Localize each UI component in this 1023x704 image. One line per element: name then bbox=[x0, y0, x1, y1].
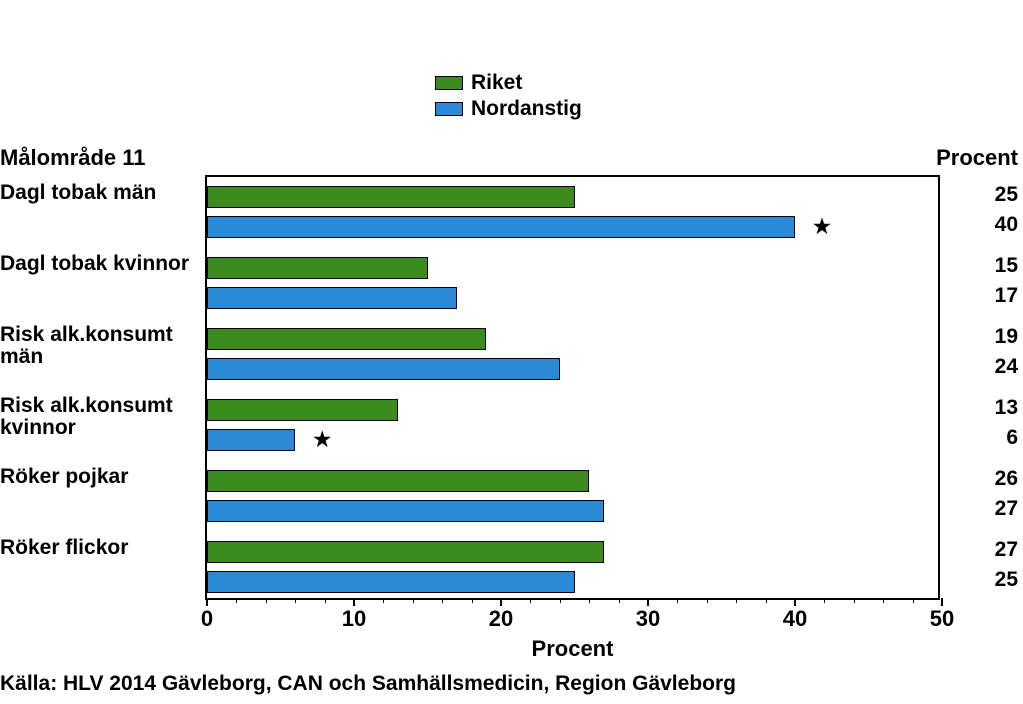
value-label-nordanstig: 17 bbox=[958, 284, 1018, 308]
x-tick-minor bbox=[824, 598, 825, 603]
x-tick-minor bbox=[325, 598, 326, 603]
x-tick-minor bbox=[707, 598, 708, 603]
value-label-nordanstig: 24 bbox=[958, 355, 1018, 379]
x-tick-label: 40 bbox=[783, 606, 807, 632]
x-tick-minor bbox=[442, 598, 443, 603]
x-tick-minor bbox=[677, 598, 678, 603]
significance-star-icon: ★ bbox=[313, 430, 331, 450]
chart-source: Källa: HLV 2014 Gävleborg, CAN och Samhä… bbox=[0, 672, 736, 696]
bar-nordanstig bbox=[207, 500, 604, 522]
bar-nordanstig bbox=[207, 358, 560, 380]
value-label-nordanstig: 25 bbox=[958, 568, 1018, 592]
x-tick-minor bbox=[854, 598, 855, 603]
x-tick-minor bbox=[560, 598, 561, 603]
x-tick-minor bbox=[883, 598, 884, 603]
legend-label-riket: Riket bbox=[471, 71, 522, 95]
x-tick-minor bbox=[736, 598, 737, 603]
bar-nordanstig bbox=[207, 216, 795, 238]
value-label-nordanstig: 27 bbox=[958, 497, 1018, 521]
chart-title-right: Procent bbox=[936, 145, 1018, 171]
bar-nordanstig bbox=[207, 571, 575, 593]
legend-label-nordanstig: Nordanstig bbox=[471, 97, 582, 121]
chart-title-left: Målområde 11 bbox=[0, 145, 146, 171]
category-label: Risk alk.konsumt kvinnor bbox=[0, 395, 195, 439]
bar-nordanstig bbox=[207, 429, 295, 451]
legend-swatch-nordanstig bbox=[435, 102, 463, 116]
x-tick-minor bbox=[913, 598, 914, 603]
x-tick-minor bbox=[530, 598, 531, 603]
x-tick bbox=[353, 598, 355, 606]
x-tick-minor bbox=[413, 598, 414, 603]
legend-item-nordanstig: Nordanstig bbox=[435, 96, 582, 122]
x-tick-minor bbox=[766, 598, 767, 603]
category-label: Röker flickor bbox=[0, 537, 195, 559]
value-label-riket: 27 bbox=[958, 538, 1018, 562]
value-label-riket: 25 bbox=[958, 183, 1018, 207]
x-tick-label: 10 bbox=[342, 606, 366, 632]
category-label: Risk alk.konsumt män bbox=[0, 324, 195, 368]
x-tick-label: 50 bbox=[930, 606, 954, 632]
x-tick bbox=[206, 598, 208, 606]
x-tick-minor bbox=[619, 598, 620, 603]
x-tick-label: 0 bbox=[201, 606, 213, 632]
bar-riket bbox=[207, 186, 575, 208]
category-label: Dagl tobak män bbox=[0, 182, 195, 204]
value-label-riket: 26 bbox=[958, 467, 1018, 491]
x-tick-minor bbox=[589, 598, 590, 603]
x-tick bbox=[941, 598, 943, 606]
plot-area: Procent 01020304050★★ bbox=[205, 175, 940, 600]
x-tick-minor bbox=[383, 598, 384, 603]
category-label: Röker pojkar bbox=[0, 466, 195, 488]
x-tick-minor bbox=[236, 598, 237, 603]
chart-container: Riket Nordanstig Målområde 11 Procent Pr… bbox=[0, 0, 1023, 704]
legend: Riket Nordanstig bbox=[435, 70, 582, 122]
x-tick-minor bbox=[266, 598, 267, 603]
x-tick-label: 30 bbox=[636, 606, 660, 632]
legend-item-riket: Riket bbox=[435, 70, 582, 96]
x-axis-label: Procent bbox=[532, 636, 614, 662]
bar-riket bbox=[207, 257, 428, 279]
x-tick bbox=[794, 598, 796, 606]
bar-riket bbox=[207, 541, 604, 563]
bar-riket bbox=[207, 399, 398, 421]
bar-nordanstig bbox=[207, 287, 457, 309]
x-tick bbox=[647, 598, 649, 606]
x-tick-minor bbox=[472, 598, 473, 603]
value-label-nordanstig: 6 bbox=[958, 426, 1018, 450]
x-tick bbox=[500, 598, 502, 606]
bar-riket bbox=[207, 470, 589, 492]
value-label-riket: 13 bbox=[958, 396, 1018, 420]
significance-star-icon: ★ bbox=[813, 217, 831, 237]
bar-riket bbox=[207, 328, 486, 350]
legend-swatch-riket bbox=[435, 76, 463, 90]
value-label-nordanstig: 40 bbox=[958, 213, 1018, 237]
x-tick-minor bbox=[295, 598, 296, 603]
value-label-riket: 19 bbox=[958, 325, 1018, 349]
category-label: Dagl tobak kvinnor bbox=[0, 253, 195, 275]
value-label-riket: 15 bbox=[958, 254, 1018, 278]
x-tick-label: 20 bbox=[489, 606, 513, 632]
